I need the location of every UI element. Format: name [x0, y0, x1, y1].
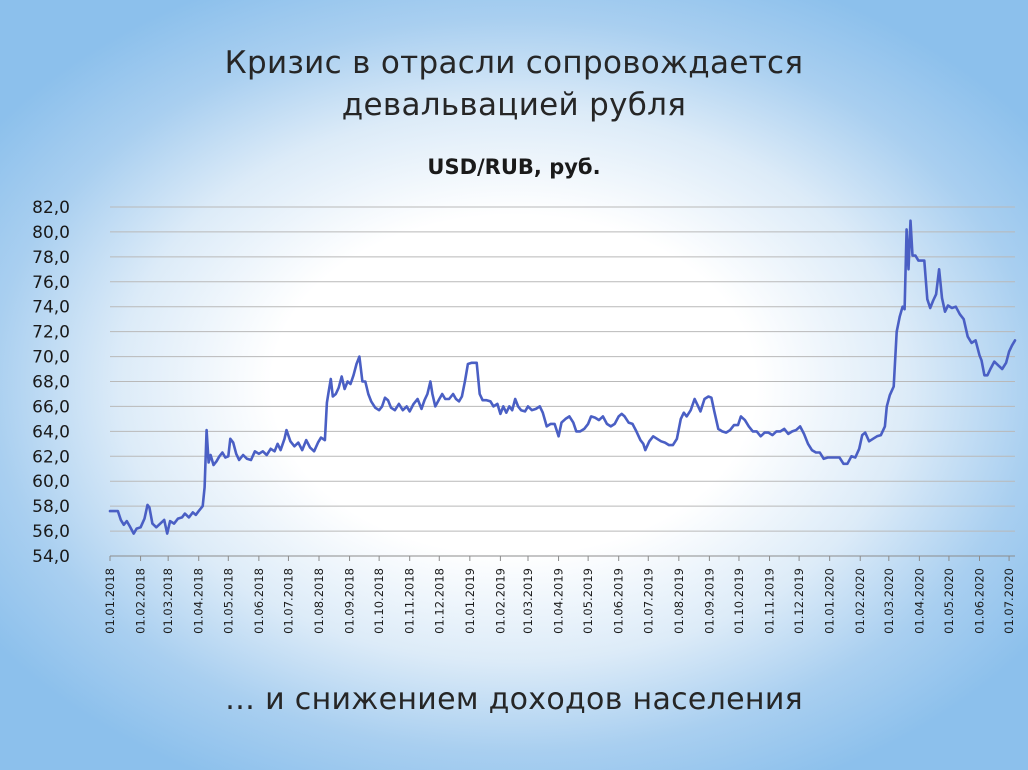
y-tick-label: 82,0 — [32, 198, 70, 218]
chart-series — [108, 219, 1017, 535]
x-tick-label: 01.01.2020 — [823, 568, 837, 634]
x-tick-label: 01.02.2020 — [853, 568, 867, 634]
x-tick-label: 01.03.2019 — [521, 568, 535, 634]
x-tick-label: 01.04.2020 — [912, 568, 926, 634]
x-tick-label: 01.04.2019 — [552, 568, 566, 634]
y-axis-labels: 54,0 56,0 58,0 60,0 62,0 64,0 66,0 68,0 70,0 72,0… — [32, 198, 70, 567]
x-tick-label: 01.02.2018 — [134, 568, 148, 634]
x-axis-labels: 01.01.2018 01.02.2018 01.03.2018 01.04.2018… — [103, 556, 1016, 634]
series-line-usd-rub — [108, 219, 1017, 535]
chart-gridlines — [110, 206, 1015, 557]
y-tick-label: 70,0 — [32, 348, 70, 368]
x-tick-label: 01.11.2018 — [403, 568, 417, 634]
y-tick-label: 56,0 — [32, 522, 70, 542]
x-tick-label: 01.11.2019 — [763, 568, 777, 634]
x-tick-label: 01.12.2019 — [792, 568, 806, 634]
x-tick-label: 01.09.2018 — [343, 568, 357, 634]
x-tick-label: 01.08.2018 — [312, 568, 326, 634]
x-tick-label: 01.06.2020 — [973, 568, 987, 634]
x-tick-label: 01.01.2018 — [103, 568, 117, 634]
x-tick-label: 01.03.2018 — [161, 568, 175, 634]
x-tick-label: 01.06.2019 — [612, 568, 626, 634]
x-tick-label: 01.06.2018 — [252, 568, 266, 634]
y-tick-label: 68,0 — [32, 373, 70, 393]
y-tick-label: 64,0 — [32, 422, 70, 442]
y-tick-label: 78,0 — [32, 248, 70, 268]
x-tick-label: 01.01.2019 — [463, 568, 477, 634]
slide-title: Кризис в отрасли сопровождается девальва… — [0, 42, 1028, 126]
chart-title: USD/RUB, руб. — [427, 155, 601, 179]
y-tick-label: 66,0 — [32, 397, 70, 417]
x-tick-label: 01.08.2019 — [672, 568, 686, 634]
slide-title-line1: Кризис в отрасли сопровождается — [224, 45, 804, 81]
slide-title-line2: девальвацией рубля — [341, 87, 687, 123]
x-tick-label: 01.10.2019 — [732, 568, 746, 634]
y-tick-label: 76,0 — [32, 273, 70, 293]
x-tick-label: 01.07.2020 — [1002, 568, 1016, 634]
x-tick-label: 01.05.2020 — [942, 568, 956, 634]
x-tick-label: 01.10.2018 — [372, 568, 386, 634]
x-tick-label: 01.05.2018 — [221, 568, 235, 634]
x-tick-label: 01.07.2018 — [281, 568, 295, 634]
y-tick-label: 72,0 — [32, 323, 70, 343]
x-tick-label: 01.05.2019 — [581, 568, 595, 634]
x-tick-label: 01.04.2018 — [192, 568, 206, 634]
x-tick-label: 01.09.2019 — [702, 568, 716, 634]
y-tick-label: 62,0 — [32, 447, 70, 467]
x-tick-label: 01.12.2018 — [432, 568, 446, 634]
y-tick-label: 58,0 — [32, 497, 70, 517]
x-tick-label: 01.02.2019 — [493, 568, 507, 634]
y-tick-label: 54,0 — [32, 547, 70, 567]
x-tick-label: 01.03.2020 — [882, 568, 896, 634]
slide-footer: … и снижением доходов населения — [225, 682, 803, 717]
y-tick-label: 60,0 — [32, 472, 70, 492]
y-tick-label: 74,0 — [32, 298, 70, 318]
y-tick-label: 80,0 — [32, 223, 70, 243]
x-tick-label: 01.07.2019 — [641, 568, 655, 634]
